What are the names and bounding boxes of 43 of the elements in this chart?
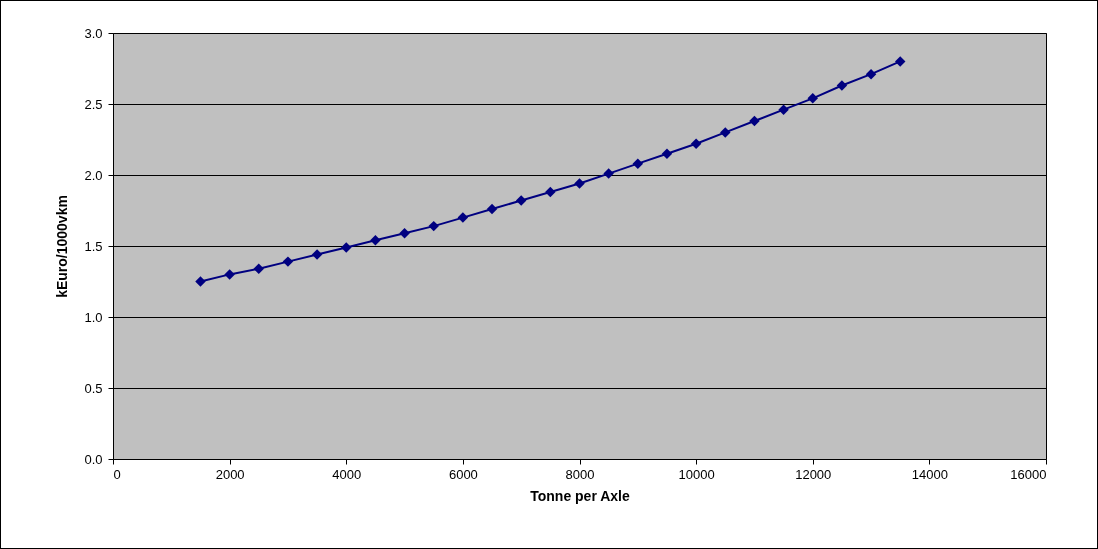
x-tick-label: 4000	[332, 466, 362, 482]
y-tick-label: 1.5	[84, 238, 103, 254]
y-tick-label: 1.0	[84, 309, 103, 325]
y-tick-label: 0.0	[84, 451, 103, 467]
point	[457, 212, 469, 223]
y-tick-label: 3.0	[84, 25, 103, 41]
point	[341, 242, 352, 253]
point	[370, 235, 381, 246]
point	[720, 127, 731, 138]
x-tick-label: 8000	[565, 466, 595, 482]
x-tick-label: 12000	[795, 466, 832, 482]
x-tick-label: 14000	[911, 466, 948, 482]
point	[311, 249, 323, 260]
x-tick-label: 10000	[678, 466, 715, 482]
point	[661, 148, 673, 159]
point	[253, 263, 265, 274]
point	[778, 104, 789, 115]
point	[224, 269, 235, 280]
point	[574, 178, 585, 189]
point	[282, 256, 294, 267]
point	[865, 68, 877, 80]
point	[195, 276, 206, 287]
point	[632, 158, 644, 169]
x-tick-label: 16000	[1010, 466, 1047, 482]
x-tick-label: 0	[113, 466, 121, 482]
point	[515, 195, 527, 206]
point	[836, 80, 848, 91]
point	[690, 138, 702, 149]
x-tick-label: 2000	[215, 466, 245, 482]
point	[807, 93, 818, 104]
y-tick-label: 2.5	[84, 96, 103, 112]
point	[894, 56, 906, 67]
point	[545, 186, 556, 198]
point	[486, 203, 498, 215]
x-axis-title: Tonne per Axle	[530, 487, 630, 504]
y-tick-label: 0.5	[84, 380, 103, 396]
point	[749, 115, 760, 127]
y-tick-label: 2.0	[84, 167, 103, 183]
point	[428, 220, 439, 232]
x-tick-label: 6000	[448, 466, 478, 482]
point	[399, 227, 410, 239]
y-axis-title: kEuro/1000vkm	[54, 195, 71, 298]
point	[603, 168, 614, 179]
